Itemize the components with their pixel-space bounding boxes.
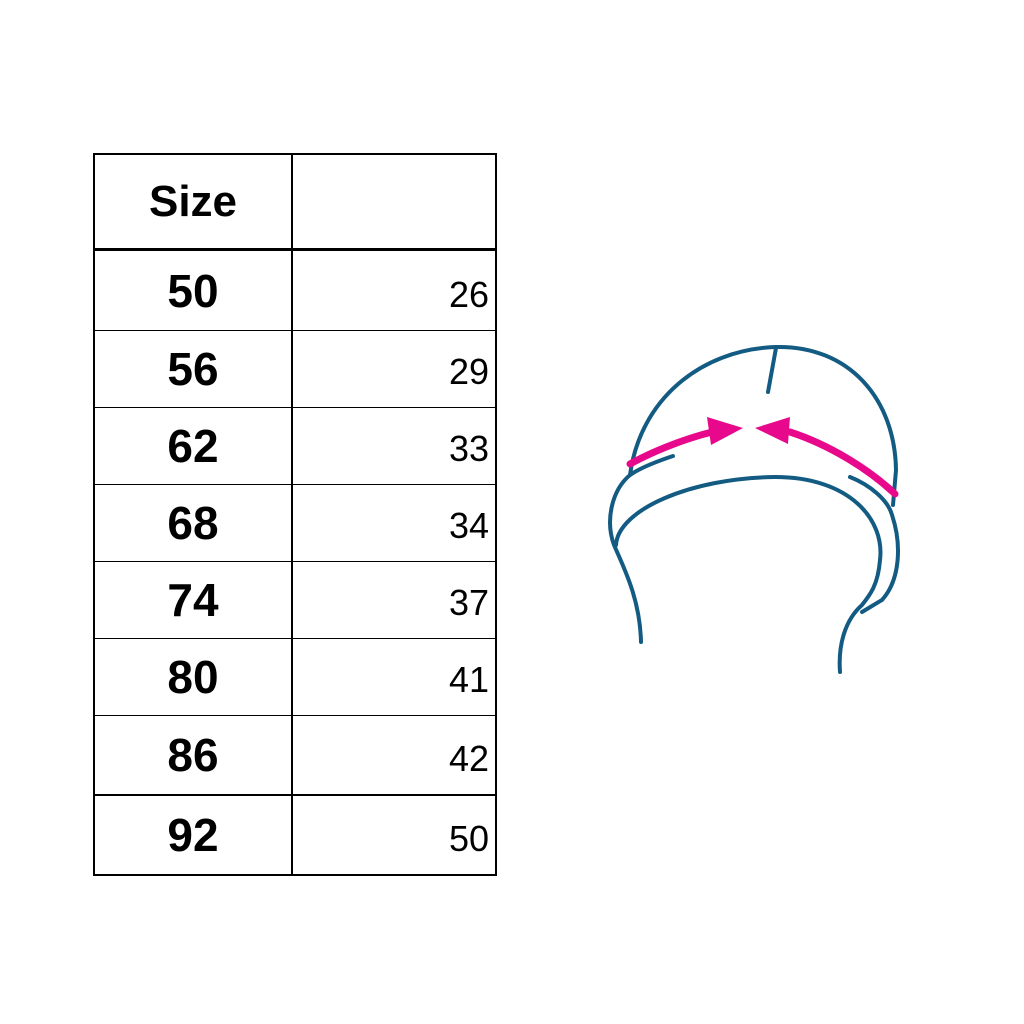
value-cell: 37 [291, 561, 497, 639]
value-cell: 29 [291, 330, 497, 408]
size-cell: 74 [93, 561, 293, 639]
header-size: Size [93, 153, 293, 251]
size-cell: 50 [93, 249, 293, 331]
size-cell: 92 [93, 793, 293, 876]
size-cell: 68 [93, 484, 293, 562]
header-measure [291, 153, 497, 251]
value-cell: 34 [291, 484, 497, 562]
table-row: 56 29 [93, 330, 497, 408]
hat-outline [608, 344, 900, 674]
value-cell: 41 [291, 638, 497, 716]
table-row: 68 34 [93, 484, 497, 562]
value-cell: 50 [291, 793, 497, 876]
size-cell: 62 [93, 407, 293, 485]
table-row: 74 37 [93, 561, 497, 639]
table-row: 92 50 [93, 793, 497, 876]
measure-arrows-icon [626, 417, 899, 498]
value-cell: 26 [291, 249, 497, 331]
size-cell: 86 [93, 715, 293, 795]
table-header-row: Size [93, 153, 497, 251]
hat-icon [608, 344, 900, 674]
value-cell: 33 [291, 407, 497, 485]
size-cell: 80 [93, 638, 293, 716]
size-chart-table: Size 50 26 56 29 62 33 68 34 74 37 80 41… [93, 153, 497, 876]
table-row: 80 41 [93, 638, 497, 716]
value-cell: 42 [291, 715, 497, 795]
size-cell: 56 [93, 330, 293, 408]
table-row: 86 42 [93, 715, 497, 795]
table-row: 62 33 [93, 407, 497, 485]
table-row: 50 26 [93, 249, 497, 331]
